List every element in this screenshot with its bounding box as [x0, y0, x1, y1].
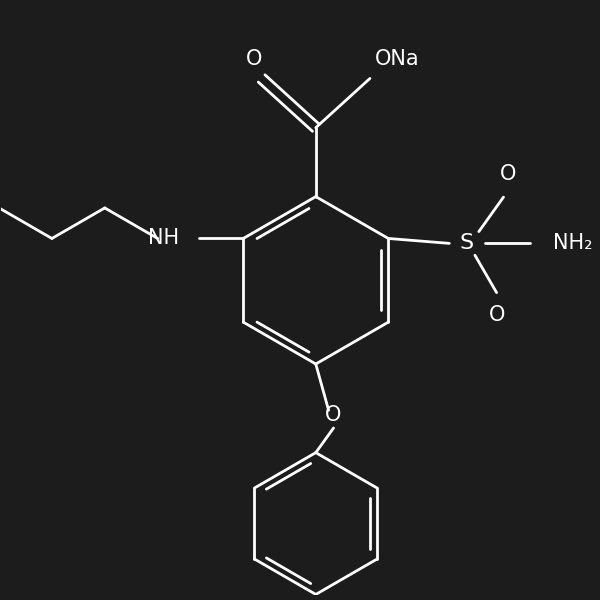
Text: ONa: ONa: [375, 49, 419, 68]
Text: O: O: [325, 405, 342, 425]
Text: O: O: [245, 49, 262, 68]
Text: O: O: [500, 164, 517, 184]
Text: O: O: [488, 305, 505, 325]
Text: NH₂: NH₂: [553, 233, 592, 253]
Text: S: S: [460, 233, 474, 253]
Text: NH: NH: [148, 229, 179, 248]
